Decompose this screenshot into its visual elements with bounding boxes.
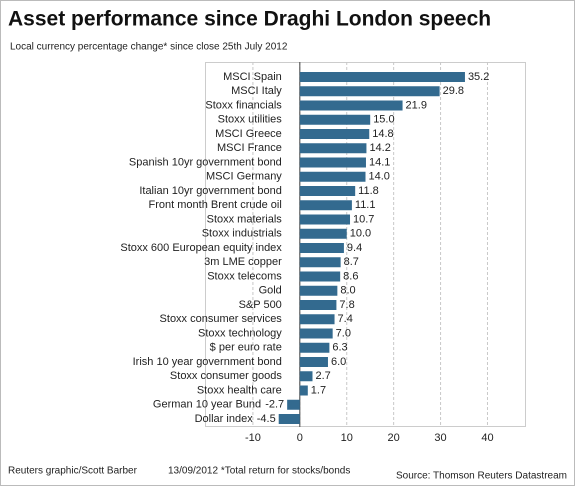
- y-tick-label: Stoxx consumer goods: [170, 370, 282, 382]
- source: Source: Thomson Reuters Datastream: [396, 471, 567, 482]
- x-tick-label: 10: [341, 432, 353, 444]
- x-tick-label: 20: [388, 432, 400, 444]
- value-label: 6.3: [332, 342, 347, 354]
- y-tick-label: 3m LME copper: [204, 256, 282, 268]
- value-label: 10.0: [350, 228, 371, 240]
- value-label: 10.7: [353, 213, 374, 225]
- bar: [299, 243, 344, 253]
- value-label: 11.1: [355, 199, 376, 211]
- y-tick-label: Stoxx 600 European equity index: [120, 242, 282, 254]
- bar: [299, 72, 465, 82]
- value-label: 11.8: [358, 185, 379, 197]
- bar: [299, 186, 356, 196]
- x-tick-label: 30: [434, 432, 446, 444]
- value-label: -2.7: [265, 399, 284, 411]
- note: 13/09/2012 *Total return for stocks/bond…: [168, 466, 350, 477]
- y-tick-label: MSCI Greece: [215, 128, 282, 140]
- value-label: 35.2: [468, 71, 489, 83]
- y-tick-label: MSCI Germany: [206, 171, 282, 183]
- y-tick-label: Stoxx technology: [198, 327, 282, 339]
- y-tick-label: Irish 10 year government bond: [133, 356, 282, 368]
- value-label: 21.9: [406, 99, 427, 111]
- bar: [299, 214, 351, 225]
- chart-subtitle: Local currency percentage change* since …: [10, 42, 288, 53]
- value-label: 14.2: [369, 142, 390, 154]
- value-label: -4.5: [257, 413, 276, 425]
- y-tick-label: $ per euro rate: [210, 342, 282, 354]
- y-tick-label: MSCI Spain: [223, 71, 282, 83]
- bar: [299, 357, 328, 367]
- y-tick-label: Gold: [259, 285, 282, 297]
- bar: [299, 300, 337, 310]
- bar: [299, 342, 330, 353]
- y-tick-label: MSCI France: [217, 142, 282, 154]
- value-label: 7.4: [338, 313, 353, 325]
- y-tick-label: Stoxx industrials: [202, 228, 283, 240]
- y-tick-label: MSCI Italy: [231, 85, 282, 97]
- bar: [278, 414, 300, 424]
- y-tick-label: Dollar index: [195, 413, 254, 425]
- value-label: 6.0: [331, 356, 346, 368]
- bar: [299, 371, 313, 382]
- x-tick-label: -10: [245, 432, 261, 444]
- bar: [299, 328, 333, 339]
- value-label: 14.0: [369, 171, 390, 183]
- bar: [299, 100, 403, 111]
- bar: [299, 314, 335, 325]
- bar: [299, 285, 338, 296]
- value-label: 8.7: [344, 256, 359, 268]
- value-label: 7.8: [339, 299, 354, 311]
- y-tick-label: German 10 year Bund: [153, 399, 261, 411]
- bar: [299, 114, 371, 125]
- y-tick-label: S&P 500: [239, 299, 282, 311]
- value-label: 14.8: [372, 128, 393, 140]
- value-label: 15.0: [373, 114, 394, 126]
- y-tick-label: Stoxx materials: [207, 213, 283, 225]
- value-label: 9.4: [347, 242, 362, 254]
- x-tick-label: 40: [481, 432, 493, 444]
- y-tick-label: Stoxx utilities: [218, 114, 283, 126]
- value-label: 7.0: [336, 327, 351, 339]
- bar: [299, 171, 366, 182]
- y-tick-label: Stoxx financials: [205, 99, 282, 111]
- bar: [299, 385, 308, 396]
- y-tick-label: Italian 10yr government bond: [139, 185, 281, 197]
- plot-frame: [205, 62, 526, 427]
- y-tick-label: Spanish 10yr government bond: [129, 156, 282, 168]
- x-tick-label: 0: [297, 432, 303, 444]
- chart-title: Asset performance since Draghi London sp…: [8, 8, 491, 31]
- bar: [299, 200, 352, 211]
- value-label: 2.7: [315, 370, 330, 382]
- bar: [299, 271, 341, 282]
- bar: [287, 399, 300, 410]
- value-label: 1.7: [311, 384, 326, 396]
- value-label: 29.8: [443, 85, 464, 97]
- y-tick-label: Front month Brent crude oil: [149, 199, 282, 211]
- value-label: 14.1: [369, 156, 390, 168]
- bar: [299, 86, 440, 97]
- y-tick-label: Stoxx consumer services: [160, 313, 283, 325]
- value-label: 8.6: [343, 270, 358, 282]
- y-tick-label: Stoxx health care: [197, 384, 282, 396]
- bar: [299, 257, 341, 268]
- value-label: 8.0: [340, 285, 355, 297]
- y-tick-label: Stoxx telecoms: [207, 270, 282, 282]
- bar: [299, 228, 347, 239]
- bar: [299, 129, 370, 139]
- bar: [299, 143, 367, 154]
- bar: [299, 157, 366, 168]
- credit: Reuters graphic/Scott Barber: [8, 466, 138, 477]
